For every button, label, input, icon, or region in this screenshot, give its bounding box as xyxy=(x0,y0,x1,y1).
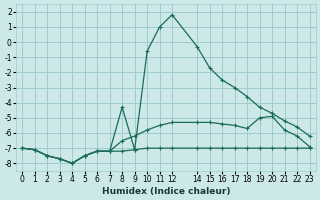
X-axis label: Humidex (Indice chaleur): Humidex (Indice chaleur) xyxy=(102,187,230,196)
